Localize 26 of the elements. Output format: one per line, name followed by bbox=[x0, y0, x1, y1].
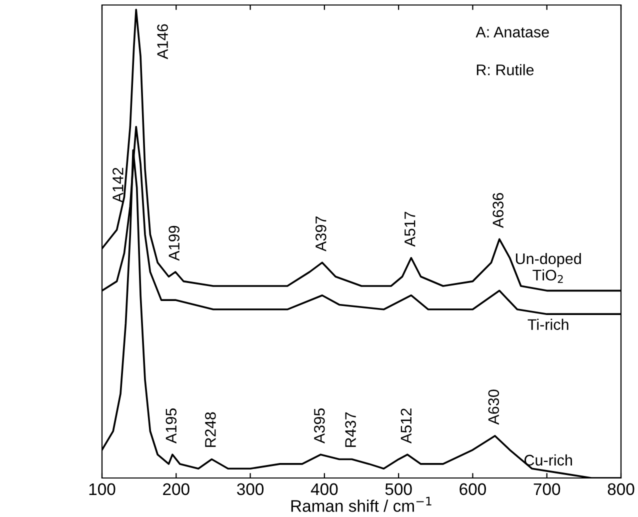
annotation: A517 bbox=[404, 212, 416, 247]
x-tick-label: 300 bbox=[237, 483, 264, 496]
annotation: A512 bbox=[400, 408, 412, 444]
x-tick-label: 500 bbox=[385, 483, 412, 496]
x-tick-label: 100 bbox=[89, 483, 116, 496]
annotation: A: Anatase bbox=[476, 26, 549, 38]
x-tick-label: 400 bbox=[310, 483, 338, 496]
annotation: A199 bbox=[168, 226, 180, 261]
series-label: Un-doped TiO$_{2}$ bbox=[516, 252, 581, 283]
annotation: A636 bbox=[492, 193, 504, 228]
annotation: A142 bbox=[112, 168, 124, 203]
x-tick-label: 200 bbox=[163, 483, 190, 496]
x-tick-label: 600 bbox=[460, 483, 486, 496]
annotation: A630 bbox=[488, 390, 500, 425]
annotation: R437 bbox=[345, 412, 356, 447]
annotation: A397 bbox=[315, 216, 326, 252]
x-axis-title: Raman shift / cm$^{−1}$ bbox=[291, 496, 432, 512]
x-tick-label: 800 bbox=[608, 483, 634, 496]
series-label: Cu-rich bbox=[524, 454, 572, 466]
series-label: Ti-rich bbox=[528, 318, 568, 330]
annotation: A195 bbox=[166, 408, 177, 444]
annotation: A395 bbox=[314, 408, 325, 444]
annotation: R: Rutile bbox=[476, 64, 534, 76]
annotation: R248 bbox=[205, 412, 216, 447]
annotation: A146 bbox=[157, 24, 168, 60]
x-tick-label: 700 bbox=[534, 483, 560, 496]
